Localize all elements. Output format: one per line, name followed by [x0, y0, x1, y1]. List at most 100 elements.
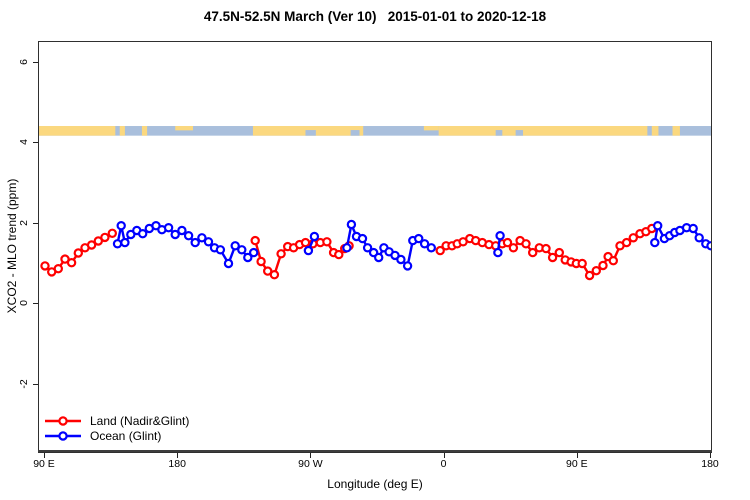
chart-canvas: [39, 126, 711, 281]
land-data-point: [502, 237, 513, 248]
ocean-data-point: [706, 241, 711, 251]
map-strip-ocean-segment: [350, 130, 360, 136]
land-data-point: [584, 270, 595, 281]
chart-title: 47.5N-52.5N March (Ver 10) 2015-01-01 to…: [203, 9, 547, 24]
map-strip-land-segment: [119, 126, 125, 136]
x-tick-label: 180: [168, 458, 186, 470]
land-data-point: [276, 249, 286, 259]
ocean-data-point: [342, 243, 352, 253]
ocean-data-point: [402, 261, 413, 271]
y-tick-label: 0: [18, 300, 30, 307]
ocean-data-point: [163, 222, 174, 233]
land-data-point: [73, 248, 84, 258]
land-data-point: [269, 269, 280, 280]
ocean-data-point: [170, 229, 180, 240]
ocean-data-point: [190, 237, 200, 248]
ocean-data-point: [309, 231, 320, 242]
ocean-data-point: [493, 247, 503, 258]
ocean-data-point: [112, 239, 123, 249]
legend-label-ocean: Ocean (Glint): [90, 428, 162, 443]
map-strip-ocean-segment: [495, 130, 503, 136]
land-data-point: [528, 247, 538, 258]
ocean-data-point: [346, 219, 357, 230]
land-data-point: [591, 265, 602, 276]
ocean-data-point: [137, 228, 148, 239]
land-data-point: [508, 243, 519, 253]
land-data-point: [250, 235, 260, 246]
land-data-point: [107, 228, 118, 238]
ocean-data-point: [183, 230, 194, 241]
map-strip-land-segment: [672, 126, 680, 136]
map-strip-ocean-segment: [39, 126, 711, 136]
ocean-data-point: [243, 252, 253, 263]
land-data-point: [300, 237, 311, 248]
ocean-data-point: [197, 233, 207, 243]
y-axis-title: XCO2 - MLO trend (ppm): [5, 178, 19, 314]
y-tick-mark: [33, 303, 38, 305]
map-strip-land-segment: [141, 126, 148, 136]
ocean-data-point: [396, 254, 406, 265]
land-data-point: [100, 232, 110, 243]
ocean-data-point: [419, 239, 430, 249]
x-tick-label: 180: [701, 458, 719, 470]
y-tick-mark: [33, 142, 38, 144]
land-data-point: [621, 237, 632, 248]
land-data-point: [256, 256, 266, 267]
map-strip-land-segment: [39, 126, 116, 136]
map-strip-ocean-segment: [305, 130, 316, 136]
legend-entry-land: Land (Nadir&Glint): [44, 413, 189, 428]
x-tick-mark: [177, 453, 179, 458]
legend-entry-ocean: Ocean (Glint): [44, 428, 189, 443]
legend-ocean-marker-icon: [45, 430, 81, 441]
land-data-point: [53, 263, 63, 274]
land-data-point: [262, 266, 273, 276]
ocean-data-point: [390, 250, 400, 261]
land-data-point: [435, 245, 445, 256]
x-tick-mark: [576, 453, 578, 458]
legend: Land (Nadir&Glint) Ocean (Glint): [44, 413, 189, 443]
y-tick-label: 2: [18, 219, 30, 226]
ocean-data-point: [230, 241, 240, 251]
ocean-data-point: [414, 233, 424, 244]
x-tick-label: 90 W: [298, 458, 323, 470]
ocean-data-point: [116, 220, 126, 231]
land-data-point: [554, 247, 565, 258]
ocean-data-point: [688, 223, 698, 234]
x-tick-label: 90 E: [565, 458, 588, 470]
ocean-data-point: [362, 243, 373, 253]
land-data-point: [541, 243, 551, 254]
land-data-point: [334, 249, 344, 260]
x-tick-mark: [443, 453, 445, 458]
land-data-point: [598, 260, 608, 271]
ocean-data-point: [303, 245, 314, 256]
land-data-point: [547, 252, 558, 263]
map-strip-land-segment: [651, 126, 659, 136]
x-axis-title: Longitude (deg E): [327, 477, 423, 491]
ocean-data-point: [426, 243, 436, 253]
land-data-point: [40, 261, 50, 271]
y-tick-label: 4: [18, 139, 30, 146]
map-strip-ocean-segment: [515, 130, 524, 136]
x-tick-mark: [44, 453, 45, 458]
land-data-point: [322, 237, 332, 247]
legend-land-marker-icon: [45, 415, 81, 426]
x-tick-label: 0: [440, 458, 447, 470]
ocean-data-point: [374, 252, 384, 263]
y-tick-label: 6: [18, 58, 30, 65]
map-strip-land-segment: [423, 126, 439, 131]
y-tick-mark: [33, 383, 38, 385]
ocean-data-point: [650, 237, 660, 248]
x-tick-mark: [310, 453, 312, 458]
ocean-series-line: [345, 220, 432, 269]
ocean-data-point: [215, 245, 226, 255]
ocean-data-point: [177, 225, 187, 236]
ocean-data-point: [694, 233, 704, 243]
ocean-data-point: [120, 237, 130, 248]
plot-area: Land (Nadir&Glint) Ocean (Glint): [38, 41, 712, 453]
land-data-point: [608, 255, 619, 266]
land-data-point: [521, 239, 531, 249]
y-tick-mark: [33, 61, 38, 63]
x-tick-mark: [710, 453, 711, 458]
ocean-data-point: [653, 220, 663, 231]
